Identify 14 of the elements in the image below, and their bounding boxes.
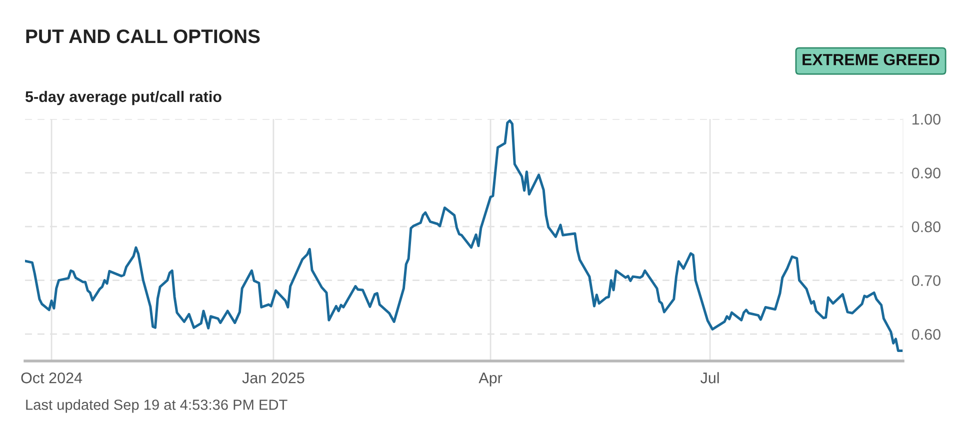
chart-title: PUT AND CALL OPTIONS (26, 29, 260, 44)
chart-subtitle: 5-day average put/call ratio (25, 90, 222, 106)
y-tick-label: 1.00 (912, 114, 940, 125)
x-tick-label: Jan 2025 (242, 372, 304, 384)
y-tick-label: 0.70 (912, 275, 940, 286)
y-tick-label: 0.80 (912, 221, 940, 232)
x-tick-label: Oct 2024 (21, 372, 82, 384)
text: EXTREME GREED (802, 54, 940, 66)
line-series (25, 119, 903, 352)
text: Last updated Sep 19 at 4:53:36 PM EDT (26, 399, 288, 413)
x-tick-label: Jul (700, 372, 719, 384)
y-tick-label: 0.60 (912, 328, 940, 340)
x-tick-label: Apr (478, 372, 502, 386)
y-tick-label: 0.90 (912, 168, 940, 178)
